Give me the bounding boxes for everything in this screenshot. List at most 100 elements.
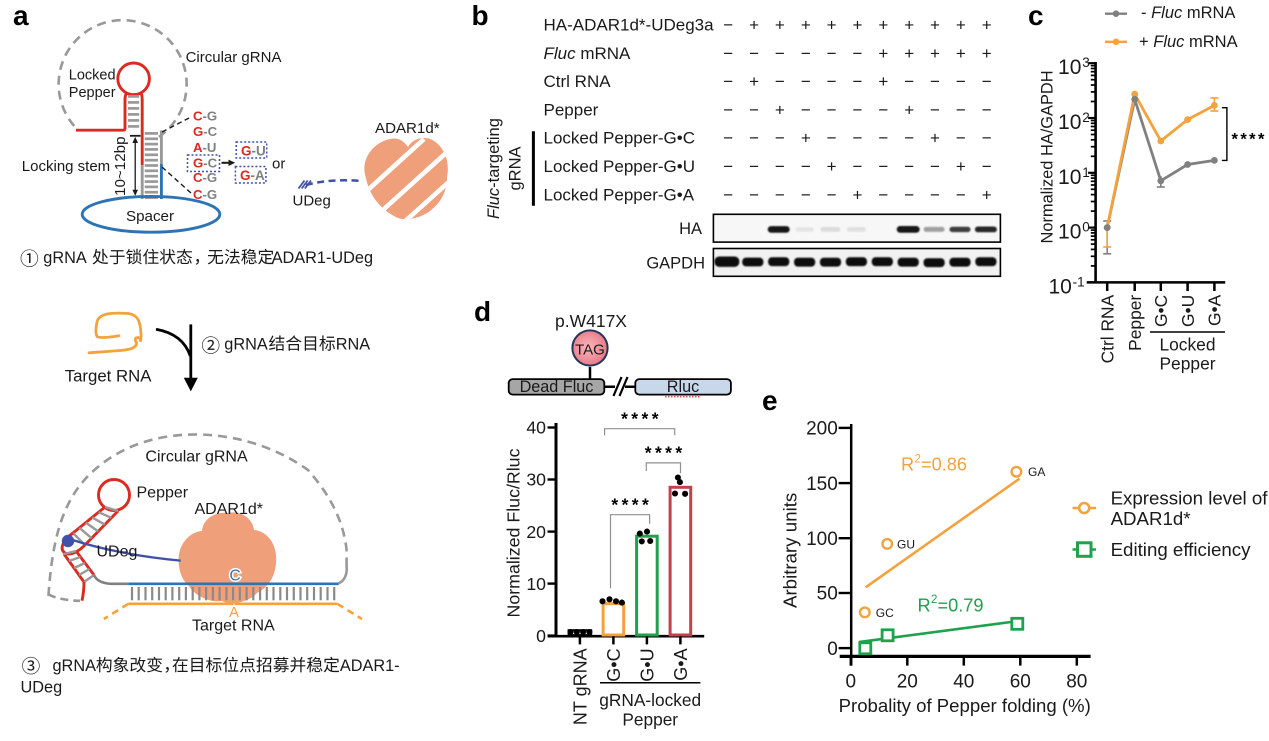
svg-text:ADAR1d*: ADAR1d* (375, 120, 440, 137)
svg-text:−: − (878, 157, 888, 176)
svg-text:ADAR1-UDeg: ADAR1-UDeg (272, 249, 373, 267)
svg-text:TAG: TAG (575, 341, 605, 358)
svg-text:G-U: G-U (241, 143, 266, 158)
svg-text:1: 1 (1082, 165, 1090, 180)
svg-text:+: + (878, 16, 888, 35)
svg-text:10: 10 (1058, 166, 1081, 189)
svg-text:GAPDH: GAPDH (646, 254, 705, 272)
svg-text:G-C: G-C (193, 156, 218, 171)
svg-text:UDeg: UDeg (21, 679, 63, 697)
svg-text:****: **** (611, 495, 652, 515)
svg-text:−: − (904, 72, 914, 91)
svg-text:+: + (930, 16, 940, 35)
svg-text:Ctrl RNA: Ctrl RNA (1097, 294, 1117, 363)
svg-text:40: 40 (953, 672, 974, 693)
svg-text:****: **** (621, 409, 662, 429)
svg-text:+: + (930, 129, 940, 148)
svg-text:−: − (853, 100, 863, 119)
svg-text:3: 3 (1082, 55, 1090, 70)
svg-text:−: − (723, 157, 733, 176)
svg-text:p.W417X: p.W417X (555, 311, 627, 331)
svg-text:G-A: G-A (240, 168, 265, 183)
svg-text:Editing efficiency: Editing efficiency (1111, 539, 1252, 560)
svg-text:−: − (956, 185, 966, 204)
svg-text:−: − (930, 157, 940, 176)
svg-text:10: 10 (1048, 275, 1071, 298)
svg-text:0: 0 (1082, 220, 1090, 235)
svg-text:UDeg: UDeg (293, 192, 331, 209)
svg-text:G•C: G•C (1151, 295, 1171, 327)
svg-text:0: 0 (536, 626, 546, 646)
svg-text:−: − (853, 157, 863, 176)
svg-text:d: d (474, 296, 491, 327)
svg-text:a: a (13, 0, 29, 31)
svg-text:150: 150 (806, 474, 838, 495)
svg-text:+: + (827, 16, 837, 35)
svg-text:gRNA: gRNA (53, 657, 97, 675)
svg-text:R: R (901, 455, 914, 475)
svg-text:80: 80 (1066, 672, 1087, 693)
svg-text:10~12bp: 10~12bp (112, 136, 129, 196)
svg-text:- Fluc mRNA: - Fluc mRNA (1141, 4, 1235, 22)
svg-text:R: R (918, 596, 931, 616)
svg-text:−: − (878, 100, 888, 119)
svg-text:Probality of Pepper folding (%: Probality of Pepper folding (%) (839, 695, 1091, 716)
svg-text:or: or (272, 155, 285, 172)
svg-text:Normalized Fluc/Rluc: Normalized Fluc/Rluc (504, 448, 524, 617)
svg-text:−: − (775, 129, 785, 148)
svg-text:gRNA: gRNA (43, 249, 87, 267)
svg-text:−: − (801, 185, 811, 204)
svg-text:****: **** (1232, 131, 1267, 149)
svg-text:−: − (827, 129, 837, 148)
svg-text:gRNA: gRNA (507, 146, 525, 190)
svg-text:+: + (775, 16, 785, 35)
svg-text:A-U: A-U (193, 140, 216, 155)
svg-text:−: − (827, 72, 837, 91)
svg-text:Locked: Locked (1159, 335, 1215, 355)
svg-text:+: + (904, 44, 914, 63)
svg-text:+: + (775, 100, 785, 119)
svg-text:Normalized HA/GAPDH: Normalized HA/GAPDH (1039, 70, 1057, 243)
svg-text:−: − (827, 185, 837, 204)
svg-text:20: 20 (526, 522, 546, 542)
svg-text:C-G: C-G (193, 187, 217, 202)
svg-text:−: − (878, 185, 888, 204)
svg-text:−: − (982, 72, 992, 91)
svg-text:G•U: G•U (1178, 295, 1198, 327)
svg-text:G•A: G•A (1205, 294, 1225, 326)
svg-text:=0.79: =0.79 (938, 596, 984, 616)
svg-text:10: 10 (1058, 221, 1081, 244)
svg-text:−: − (775, 185, 785, 204)
svg-text:G-C: G-C (193, 124, 218, 139)
svg-text:+: + (956, 157, 966, 176)
svg-text:gRNA-locked: gRNA-locked (599, 690, 701, 710)
svg-text:200: 200 (806, 419, 838, 440)
svg-text:−: − (749, 100, 759, 119)
svg-text:0: 0 (846, 672, 857, 693)
svg-text:10: 10 (526, 574, 546, 594)
svg-text:****: **** (645, 443, 686, 463)
svg-text:−: − (930, 72, 940, 91)
svg-text:G•U: G•U (637, 648, 657, 681)
svg-text:Circular gRNA: Circular gRNA (145, 449, 248, 466)
svg-text:Pepper: Pepper (622, 710, 678, 730)
svg-text:-1: -1 (1073, 274, 1085, 289)
svg-text:20: 20 (897, 672, 918, 693)
svg-text:−: − (956, 72, 966, 91)
svg-text:−: − (878, 129, 888, 148)
svg-text:−: − (775, 44, 785, 63)
svg-text:−: − (801, 157, 811, 176)
svg-text:+: + (982, 185, 992, 204)
svg-text:−: − (956, 100, 966, 119)
svg-text:Ctrl RNA: Ctrl RNA (544, 72, 612, 91)
svg-text:−: − (801, 72, 811, 91)
svg-text:−: − (853, 44, 863, 63)
svg-text:C-G: C-G (193, 108, 217, 123)
svg-text:Pepper: Pepper (1125, 295, 1145, 351)
svg-text:Fluc mRNA: Fluc mRNA (544, 44, 632, 63)
svg-text:+: + (749, 16, 759, 35)
svg-text:G•C: G•C (604, 648, 624, 681)
svg-text:−: − (723, 44, 733, 63)
svg-text:Target RNA: Target RNA (65, 366, 153, 385)
svg-text:−: − (904, 129, 914, 148)
